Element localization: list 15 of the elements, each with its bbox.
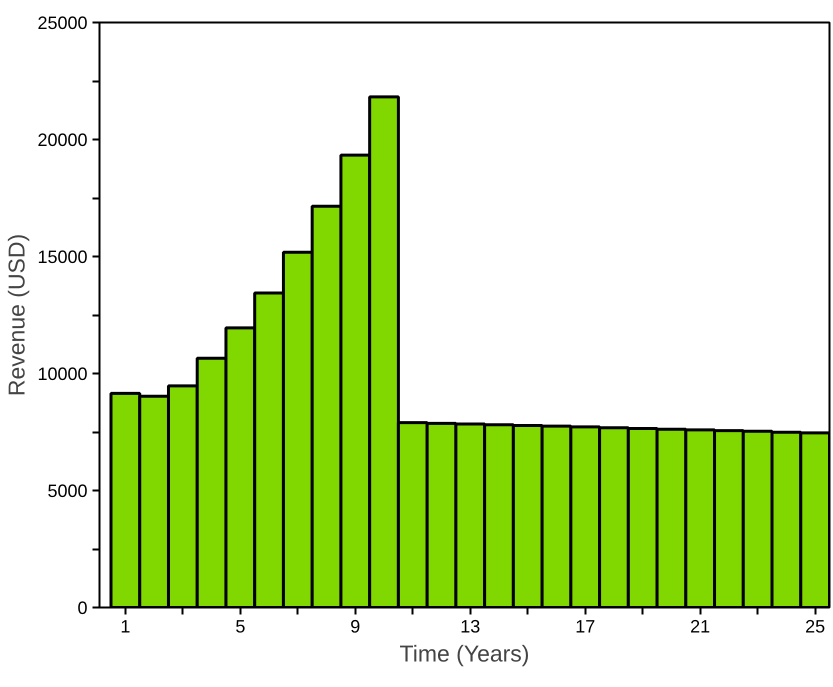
y-tick-label: 20000: [37, 130, 88, 150]
x-tick-label: 5: [235, 616, 246, 636]
y-tick-label: 10000: [37, 364, 88, 384]
x-tick-label: 25: [805, 616, 826, 636]
y-tick-label: 25000: [37, 13, 88, 33]
x-tick-label: 9: [350, 616, 360, 636]
y-tick-label: 15000: [37, 247, 88, 267]
x-tick-label: 17: [575, 616, 596, 636]
y-tick-label: 5000: [47, 481, 88, 501]
y-tick-label: 0: [77, 598, 88, 618]
x-axis-title: Time (Years): [400, 640, 530, 666]
y-axis-title: Revenue (USD): [3, 234, 30, 396]
x-tick-label: 21: [690, 616, 710, 636]
x-tick-label: 1: [120, 616, 130, 636]
x-tick-label: 13: [460, 616, 480, 636]
